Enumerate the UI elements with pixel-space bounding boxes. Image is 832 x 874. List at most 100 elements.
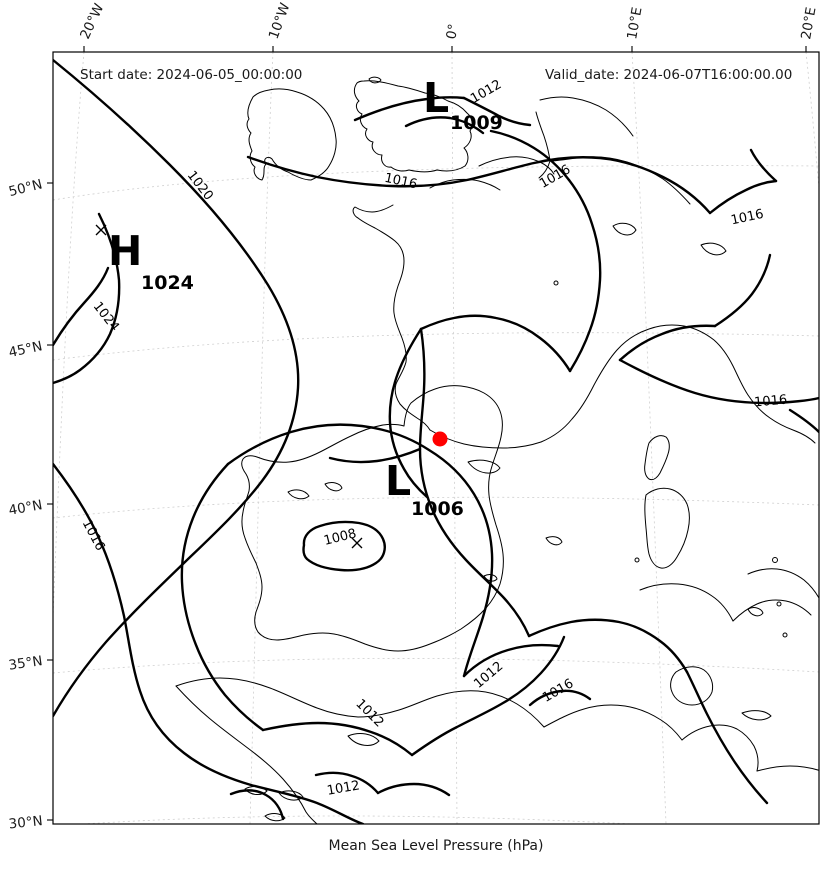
x-axis-label-10E: 10°E: [624, 6, 645, 41]
coastline-islet-d: [264, 813, 286, 822]
isobar-1012-north-b: [353, 96, 466, 122]
x-axis-label-10W: 10°W: [266, 1, 294, 42]
x-marker-low-1008: [351, 537, 363, 549]
pressure-center-low-north-value: 1009: [450, 112, 503, 134]
figure-title: Mean Sea Level Pressure (hPa): [329, 838, 544, 854]
coastline-italy-south: [639, 583, 734, 622]
y-axis-labels: 50°N 45°N 40°N 35°N 30°N: [7, 176, 44, 832]
x-axis-label-20E: 20°E: [798, 6, 819, 41]
x-axis-label-0: 0°: [443, 22, 462, 40]
isobar-1016-east-d: [788, 408, 819, 434]
isobar-1016-north: [246, 155, 712, 215]
coastline-morocco-atlantic: [175, 685, 318, 824]
coastline-jutland: [535, 111, 551, 179]
isobar-1016-east: [618, 358, 819, 405]
coastline-greece: [747, 568, 819, 599]
axis-ticks: [47, 46, 807, 821]
isobar-label-12: 1012: [326, 778, 361, 799]
isobar-1016-atlantic: [53, 462, 365, 824]
isobar-label-3: 1016: [730, 207, 765, 229]
isobar-contours: [53, 58, 819, 824]
isobar-1012-south: [261, 721, 414, 757]
pressure-center-low-letter: L: [385, 457, 411, 505]
pressure-centers: H 1024 L 1006 L 1009: [108, 74, 503, 520]
start-date-stamp: Start date: 2024-06-05_00:00:00: [80, 67, 302, 83]
coastline-italy: [540, 324, 816, 444]
coastline-sicily: [670, 666, 714, 706]
x-axis-labels: 20°W 10°W 0° 10°E 20°E: [77, 1, 819, 42]
isobar-1008-closed: [302, 520, 386, 572]
coastlines: [175, 76, 819, 824]
isobar-1016-east-c: [713, 253, 772, 328]
pressure-center-low-north-letter: L: [423, 74, 449, 122]
isobar-1012-north-c: [404, 116, 485, 135]
site-marker-icon[interactable]: [432, 431, 448, 447]
isobar-label-6: 1016: [79, 517, 108, 553]
isobar-1012-bottom-left: [314, 771, 380, 795]
gridline-lat-30: [76, 815, 641, 824]
gridline-lon-10W: [249, 52, 274, 824]
x-axis-label-20W: 20°W: [77, 1, 107, 42]
gridline-lon-20W: [53, 52, 85, 629]
coastline-islet-north-a: [612, 222, 637, 236]
coastline-aegean-islets: [747, 607, 764, 617]
coastline-islet-b: [278, 790, 304, 801]
isobar-1012-north: [462, 96, 532, 127]
coastline-islet-north-b: [700, 242, 727, 256]
coastline-islet-e: [287, 489, 310, 500]
gridline-lat-45: [53, 332, 819, 361]
coastline-northern-isles: [368, 76, 382, 84]
y-axis-label-35N: 35°N: [8, 653, 44, 674]
isobar-1016-east-b: [618, 324, 717, 362]
isobar-1024-outer: [53, 266, 110, 347]
coastline-dot-c: [782, 632, 788, 638]
coastline-balearics-small: [545, 536, 563, 546]
y-axis-label-40N: 40°N: [7, 497, 43, 519]
isobar-label-1: 1016: [383, 171, 418, 193]
coastline-tunisia: [681, 724, 759, 772]
gridline-lat-35: [53, 658, 819, 674]
pressure-center-high-letter: H: [108, 227, 142, 275]
isobar-label-11: 1012: [352, 697, 386, 731]
y-axis-label-30N: 30°N: [8, 813, 44, 832]
y-axis-label-45N: 45°N: [7, 338, 44, 361]
isobar-1006-branch: [388, 327, 429, 499]
coastline-corsica: [644, 435, 670, 481]
isobar-1012-bottom-arc: [376, 782, 451, 797]
coastline-balearics-main: [467, 459, 501, 474]
coastline-islet-f: [324, 482, 343, 492]
coastline-libya: [756, 765, 819, 772]
isobar-1024: [53, 212, 121, 385]
pressure-center-high-value: 1024: [141, 272, 194, 294]
coastline-dot-d: [776, 601, 782, 607]
coastline-crete: [741, 710, 772, 721]
gridline-lon-10E: [631, 52, 667, 824]
coastline-sardinia: [644, 487, 690, 569]
coastline-maghreb-east: [543, 704, 683, 741]
coastline-german-bight: [478, 156, 555, 175]
coastline-france-iberia: [352, 204, 431, 431]
isobar-1012-iberia: [226, 423, 494, 678]
isobar-1012-med: [462, 643, 560, 678]
isobar-label-7: 1016: [754, 393, 788, 411]
coastline-dot-a: [634, 557, 640, 563]
coastline-ireland: [246, 88, 337, 181]
isobar-1006-trough: [418, 327, 531, 638]
valid-date-stamp: Valid_date: 2024-06-07T16:00:00.00: [545, 67, 792, 83]
coastline-islet-a: [244, 786, 268, 795]
coastline-norway-south: [539, 96, 634, 137]
gridline-lon-0: [451, 52, 458, 824]
isobar-1006-upper-b: [567, 178, 602, 373]
isobar-1006-lower-b: [685, 670, 769, 805]
isobar-label-10: 1016: [540, 676, 576, 706]
coastline-adriatic-east: [732, 599, 812, 622]
coastline-dot-b: [772, 557, 778, 563]
isobar-label-8: 1008: [322, 526, 358, 549]
isobar-1016-med: [528, 689, 592, 707]
isobar-1016-northeast: [708, 179, 778, 215]
isobar-1006-upper: [419, 314, 572, 373]
coastline-dot-e: [553, 280, 559, 286]
coastline-balearics-tiny: [483, 574, 498, 582]
